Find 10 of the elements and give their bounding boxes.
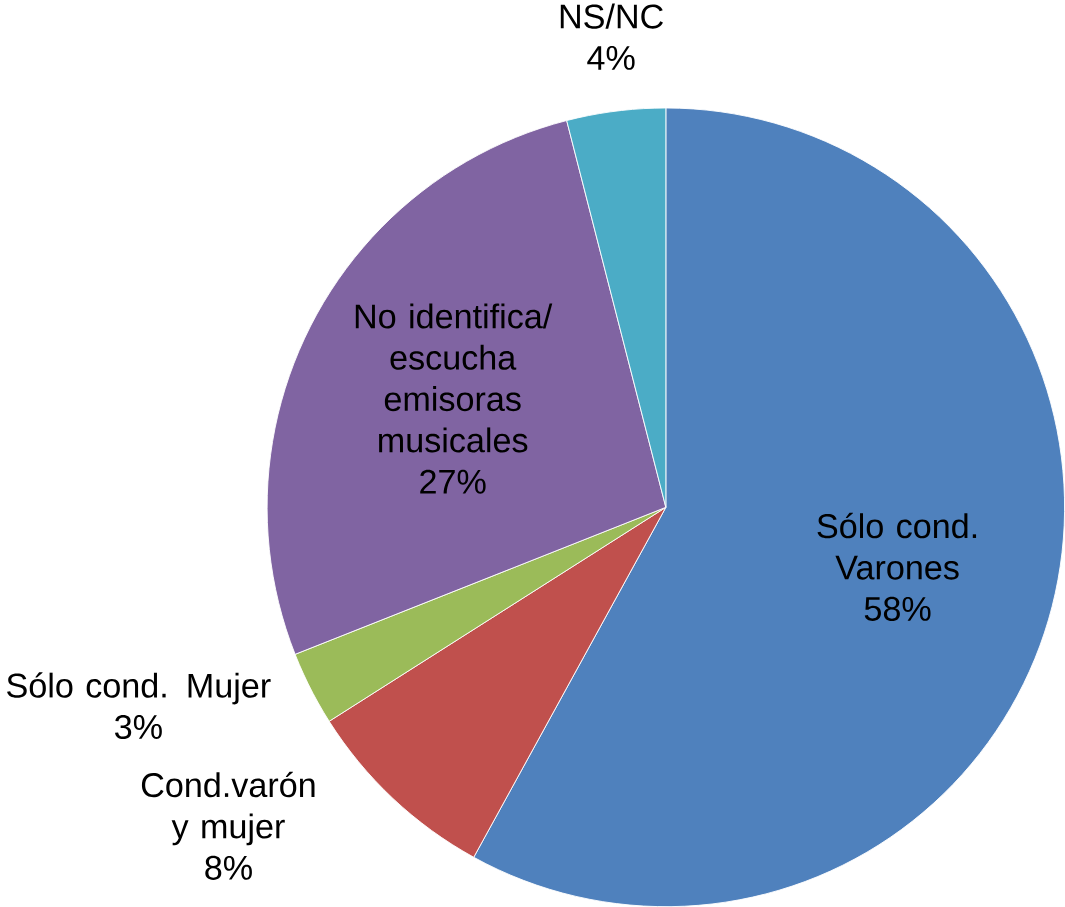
data-label: 58% bbox=[864, 596, 931, 621]
data-label: 4% bbox=[587, 45, 635, 70]
slice-label: Sólo cond. Mujer bbox=[7, 672, 271, 705]
data-label: 8% bbox=[205, 855, 252, 880]
slice-label: Sólo cond. Varones bbox=[817, 512, 977, 580]
data-label: 3% bbox=[115, 714, 162, 740]
data-label: 27% bbox=[420, 469, 486, 494]
slice-label: No identifica/ escucha emisoras musicales bbox=[355, 303, 553, 453]
slice-label: Cond.varón y mujer bbox=[141, 771, 315, 846]
slice-label: NS/NC bbox=[560, 3, 663, 29]
